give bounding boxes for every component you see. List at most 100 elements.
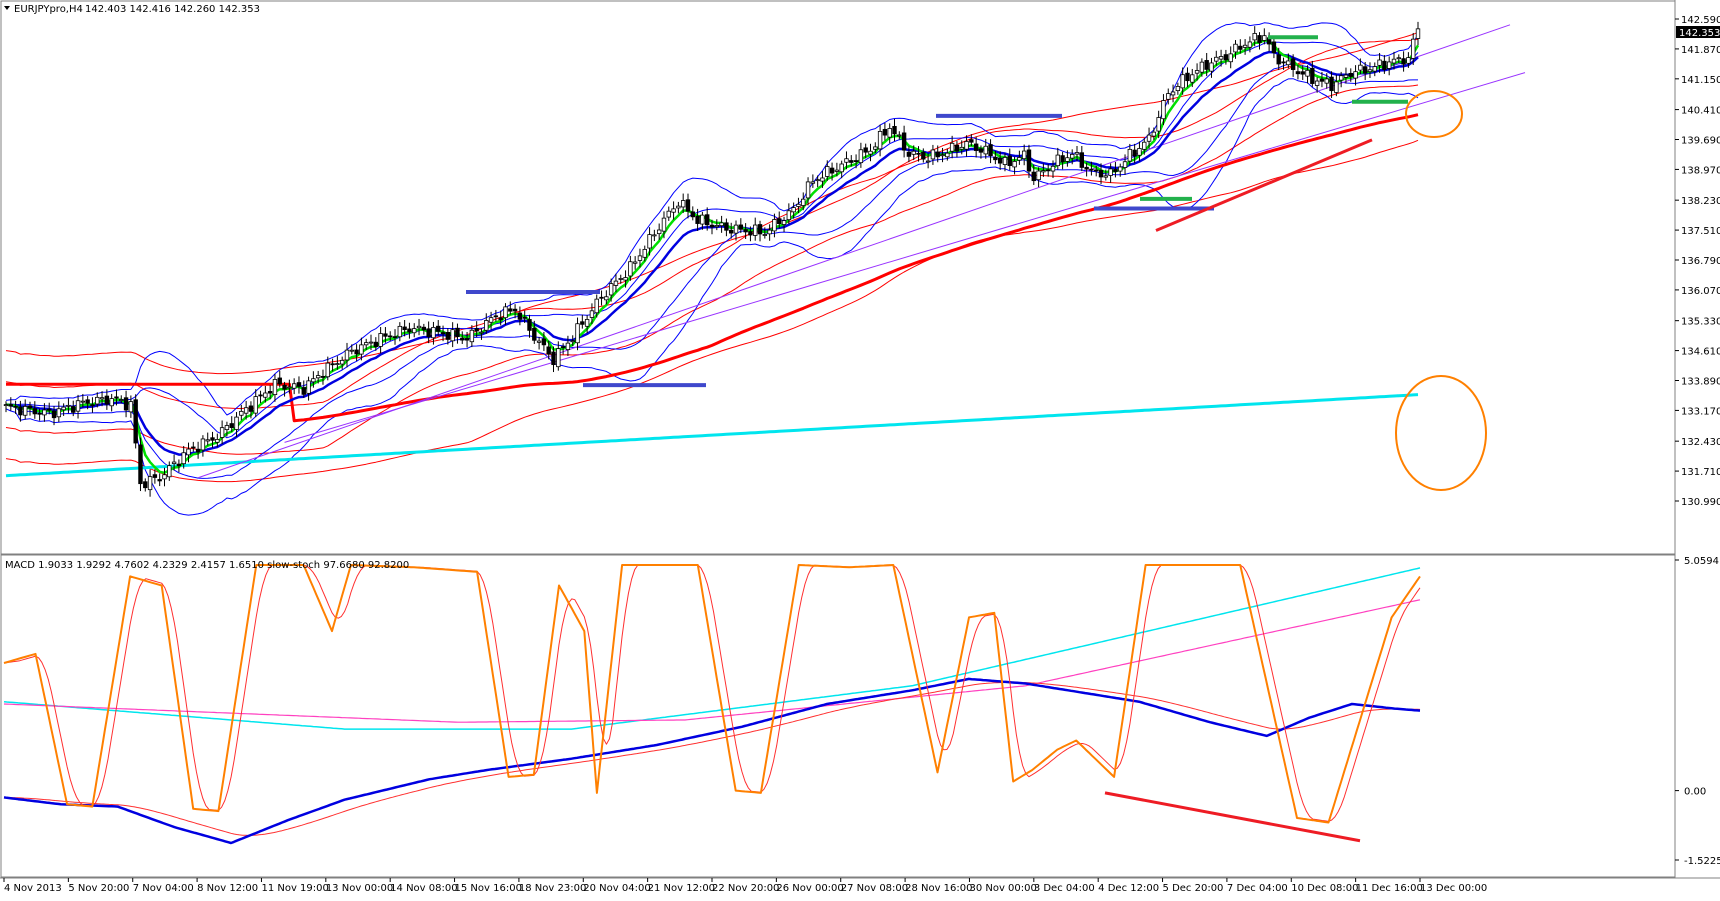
- candle-bull: [1190, 74, 1195, 83]
- candle-bull: [671, 208, 676, 213]
- candle-bear: [1295, 71, 1301, 75]
- stoch-k-line: [3, 564, 1421, 824]
- candle-bull: [661, 217, 667, 232]
- time-tick-label: 3 Dec 04:00: [1034, 883, 1095, 894]
- candle-bull: [844, 158, 849, 163]
- candle-bull: [877, 131, 883, 150]
- candle-bear: [51, 410, 57, 419]
- candle-bull: [945, 152, 950, 158]
- candle-bull: [412, 328, 417, 334]
- candle-bull: [1122, 161, 1128, 168]
- candle-bear: [738, 224, 744, 230]
- candle-bull: [205, 439, 210, 442]
- candle-bear: [580, 321, 585, 325]
- candle-bear: [426, 328, 431, 338]
- candle-bear: [757, 224, 763, 235]
- candle-bull: [503, 306, 508, 319]
- candle-bull: [1012, 161, 1017, 168]
- price-tick-label: 134.610: [1681, 347, 1720, 358]
- candle-bear: [1401, 58, 1406, 65]
- candle-bull: [171, 461, 177, 464]
- candle-bear: [143, 481, 148, 489]
- symbol-header[interactable]: EURJPYpro,H4 142.403 142.416 142.260 142…: [4, 4, 260, 15]
- candle-bull: [589, 310, 595, 318]
- candle-bull: [253, 396, 258, 414]
- candle-bull: [95, 396, 100, 405]
- price-tick-label: 131.710: [1681, 467, 1720, 478]
- candle-bull: [1103, 175, 1109, 178]
- candle-bear: [1079, 152, 1085, 168]
- time-tick-label: 5 Dec 20:00: [1163, 883, 1224, 894]
- candle-bull: [378, 333, 383, 347]
- candle-bear: [748, 231, 753, 236]
- candle-bear: [743, 229, 748, 233]
- indicator-magenta-line: [3, 599, 1421, 723]
- candle-bull: [75, 400, 81, 412]
- candle-bull: [325, 362, 330, 378]
- candle-bear: [921, 151, 926, 160]
- price-tick-label: 136.790: [1681, 256, 1720, 267]
- time-tick-label: 11 Dec 16:00: [1356, 883, 1423, 894]
- candle-bear: [229, 423, 234, 429]
- price-tick-label: 139.690: [1681, 136, 1720, 147]
- candle-bull: [109, 398, 114, 407]
- candle-bull: [536, 340, 542, 343]
- candle-bull: [834, 169, 840, 172]
- candle-bull: [781, 220, 787, 225]
- candle-bear: [498, 317, 503, 321]
- candle-bull: [1314, 80, 1320, 86]
- candle-bear: [1319, 78, 1325, 82]
- candle-bull: [364, 342, 369, 346]
- candle-bear: [1031, 171, 1036, 182]
- candle-bull: [820, 177, 825, 182]
- time-tick-label: 30 Nov 00:00: [969, 883, 1036, 894]
- divergence-line-red: [1104, 791, 1361, 843]
- candle-bull: [753, 224, 758, 236]
- candle-bear: [440, 332, 446, 335]
- candle-bear: [320, 375, 326, 378]
- candle-bull: [234, 416, 239, 430]
- candle-bull: [805, 181, 811, 199]
- price-axis: 142.590 141.870 141.150 140.410 139.690 138.9…: [1675, 15, 1720, 508]
- candle-bear: [1060, 155, 1065, 163]
- candle-bull: [1386, 61, 1392, 69]
- price-tick-label: 140.410: [1681, 106, 1720, 117]
- candle-bear: [1300, 71, 1305, 75]
- candle-bull: [911, 150, 916, 155]
- candle-bull: [1262, 35, 1267, 41]
- candle-bull: [450, 329, 455, 342]
- current-price-label: 142.353: [1679, 28, 1720, 39]
- symbol-title: EURJPYpro,H4: [14, 4, 83, 15]
- candle-bull: [1137, 148, 1142, 156]
- candle-bull: [479, 331, 484, 334]
- candle-bear: [210, 437, 215, 441]
- trend-line-lower: [284, 72, 1526, 443]
- candle-bear: [1026, 149, 1032, 172]
- candle-bear: [474, 328, 479, 332]
- candle-bear: [407, 328, 412, 333]
- highlight-circle: [1405, 90, 1463, 138]
- candle-bear: [1348, 72, 1353, 77]
- candle-bull: [397, 325, 403, 338]
- candle-bear: [18, 406, 23, 416]
- candle-bear: [1257, 35, 1262, 43]
- candle-bear: [892, 126, 897, 135]
- candle-bull: [344, 349, 350, 361]
- candle-bull: [767, 229, 772, 235]
- collapse-triangle-icon[interactable]: [4, 6, 10, 10]
- candle-bear: [546, 346, 551, 355]
- envelope-upper-line: [5, 31, 1419, 375]
- candle-bull: [1233, 43, 1238, 53]
- candle-bear: [392, 336, 398, 339]
- candle-bear: [8, 404, 14, 407]
- candle-bull: [594, 298, 599, 314]
- candle-bear: [296, 382, 302, 387]
- candle-bear: [853, 160, 859, 162]
- indicator-title: MACD 1.9033 1.9292 4.7602 4.2329 2.4157 …: [5, 560, 409, 571]
- candle-bear: [282, 384, 287, 390]
- candle-bear: [133, 399, 138, 444]
- macd-signal-line: [3, 681, 1421, 836]
- candle-bear: [1271, 41, 1277, 54]
- candle-bull: [608, 283, 614, 296]
